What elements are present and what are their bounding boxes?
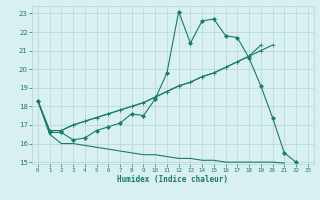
X-axis label: Humidex (Indice chaleur): Humidex (Indice chaleur) (117, 175, 228, 184)
